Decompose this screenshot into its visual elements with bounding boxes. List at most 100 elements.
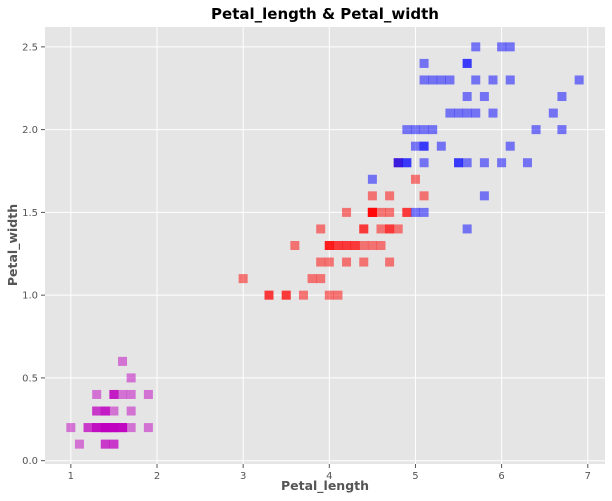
data-point xyxy=(109,406,119,416)
data-point xyxy=(100,406,110,416)
data-point xyxy=(505,42,515,52)
data-point xyxy=(376,241,386,250)
x-tick-label: 1 xyxy=(68,471,74,482)
data-point xyxy=(143,423,153,433)
data-point xyxy=(109,389,119,399)
y-axis-label: Petal_width xyxy=(5,204,21,286)
data-point xyxy=(385,207,395,217)
data-point xyxy=(143,389,153,399)
data-point xyxy=(393,224,403,234)
data-point xyxy=(471,75,481,85)
data-point xyxy=(367,241,377,250)
data-point xyxy=(479,158,489,168)
data-point xyxy=(359,257,369,267)
data-point xyxy=(316,257,326,267)
data-point xyxy=(109,439,119,449)
data-point xyxy=(462,58,472,68)
data-point xyxy=(281,290,291,300)
data-point xyxy=(126,373,136,383)
data-point xyxy=(109,423,119,433)
data-point xyxy=(505,75,515,85)
data-point xyxy=(419,141,429,151)
data-point xyxy=(471,108,481,118)
x-tick-label: 3 xyxy=(240,471,246,482)
data-point xyxy=(557,92,567,102)
data-point xyxy=(324,290,334,300)
x-tick-label: 4 xyxy=(326,471,332,482)
data-point xyxy=(436,75,446,85)
data-point xyxy=(419,191,429,201)
data-point xyxy=(350,241,360,250)
y-tick-label: 0.5 xyxy=(22,373,38,384)
data-point xyxy=(333,290,343,300)
data-point xyxy=(428,75,438,85)
data-point xyxy=(92,389,102,399)
data-point xyxy=(479,191,489,201)
data-point xyxy=(376,207,386,217)
data-point xyxy=(66,423,76,433)
data-point xyxy=(324,257,334,267)
data-point xyxy=(100,423,110,433)
y-tick-label: 1.5 xyxy=(22,208,38,219)
y-tick-label: 0.0 xyxy=(22,456,38,467)
data-point xyxy=(118,389,128,399)
data-point xyxy=(376,224,386,234)
data-point xyxy=(316,224,326,234)
data-point xyxy=(505,141,515,151)
data-point xyxy=(118,356,128,366)
y-tick-label: 1.0 xyxy=(22,291,38,302)
data-point xyxy=(428,125,438,135)
data-point xyxy=(462,158,472,168)
data-points xyxy=(66,42,584,449)
data-point xyxy=(126,423,136,433)
data-point xyxy=(471,42,481,52)
data-point xyxy=(402,158,412,168)
data-point xyxy=(359,224,369,234)
data-point xyxy=(548,108,558,118)
data-point xyxy=(454,108,464,118)
data-point xyxy=(462,92,472,102)
data-point xyxy=(298,290,308,300)
data-point xyxy=(385,224,395,234)
data-point xyxy=(238,274,248,284)
data-point xyxy=(419,207,429,217)
data-point xyxy=(83,423,93,433)
data-point xyxy=(462,108,472,118)
data-point xyxy=(385,191,395,201)
data-point xyxy=(419,58,429,68)
data-point xyxy=(92,406,102,416)
chart-title: Petal_length & Petal_width xyxy=(211,5,439,23)
x-tick-label: 6 xyxy=(498,471,504,482)
series-0 xyxy=(66,356,153,449)
x-tick-label: 5 xyxy=(412,471,418,482)
data-point xyxy=(367,191,377,201)
data-point xyxy=(74,439,84,449)
x-tick-labels: 1 2 3 4 5 6 7 xyxy=(68,471,591,482)
data-point xyxy=(290,241,300,250)
data-point xyxy=(436,141,446,151)
y-tick-label: 2.5 xyxy=(22,42,38,53)
data-point xyxy=(342,257,352,267)
data-point xyxy=(488,75,498,85)
data-point xyxy=(522,158,532,168)
data-point xyxy=(497,42,507,52)
data-point xyxy=(488,108,498,118)
data-point xyxy=(359,241,369,250)
data-point xyxy=(419,125,429,135)
data-point xyxy=(316,274,326,284)
data-point xyxy=(479,92,489,102)
data-point xyxy=(92,423,102,433)
data-point xyxy=(497,158,507,168)
data-point xyxy=(100,439,110,449)
data-point xyxy=(531,125,541,135)
data-point xyxy=(367,174,377,184)
data-point xyxy=(410,141,420,151)
data-point xyxy=(385,257,395,267)
x-axis-label: Petal_length xyxy=(281,478,369,494)
series-1 xyxy=(238,158,429,300)
data-point xyxy=(342,207,352,217)
data-point xyxy=(367,207,377,217)
data-point xyxy=(118,423,128,433)
data-point xyxy=(419,75,429,85)
